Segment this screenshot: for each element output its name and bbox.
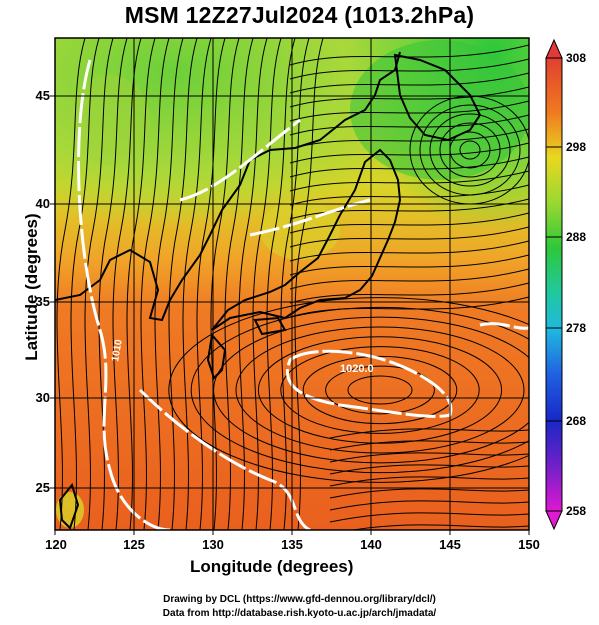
x-tick-145: 145 [439,537,461,552]
streamline [329,488,529,499]
contour-label-1010: 1010 [110,338,125,362]
x-tick-135: 135 [281,537,303,552]
map-title: MSM 12Z27Jul2024 (1013.2hPa) [124,2,475,28]
streamline [84,38,114,530]
colorbar-label-288: 288 [566,230,587,244]
streamline [289,100,529,122]
streamline [289,114,529,136]
streamline [213,316,529,464]
credit-dcl: Drawing by DCL (https://www.gfd-dennou.o… [163,594,436,605]
streamline [235,326,525,454]
streamline [289,170,529,192]
streamlines [56,38,529,530]
colorbar-label-298: 298 [566,140,587,154]
colorbar-label-308: 308 [566,51,587,65]
streamline [459,140,481,160]
streamline [409,95,529,205]
graticule [55,38,529,530]
streamline [196,38,226,530]
streamline [182,38,212,530]
streamline [329,464,529,475]
streamline [449,131,491,169]
streamline [329,428,529,439]
streamline [257,336,503,444]
streamline [429,113,511,187]
streamline [154,38,184,530]
streamline [289,86,529,108]
streamline [329,452,529,463]
contour-label-1020: 1020.0 [340,363,374,375]
streamline [289,142,529,164]
streamline [347,375,413,405]
streamline [289,128,529,150]
streamline [289,254,529,276]
streamline [224,38,254,530]
y-tick-45: 45 [35,88,50,103]
x-tick-150: 150 [518,537,540,552]
y-axis-label: Latitude (degrees) [22,213,41,361]
streamline [302,355,458,425]
colorbar-top-arrow [545,38,563,59]
streamline [289,226,529,248]
y-tick-30: 30 [35,390,50,405]
streamline [289,198,529,220]
credit-data-source: Data from http://database.rish.kyoto-u.a… [162,608,437,619]
y-tick-25: 25 [35,480,50,495]
streamline [349,524,529,530]
colorbar [545,57,563,512]
colorbar-bottom-arrow [545,510,563,531]
streamline [56,38,86,530]
streamline [289,282,529,304]
streamline [280,38,310,530]
y-tick-35: 35 [35,294,50,309]
colorbar-ticks [546,146,562,422]
streamline [329,440,529,451]
streamline [112,38,142,530]
streamline [419,104,521,196]
x-axis-label: Longitude (degrees) [190,557,354,576]
streamline [289,44,529,66]
y-tick-40: 40 [35,196,50,211]
colorbar-label-268: 268 [566,414,587,428]
streamline [280,346,480,434]
streamline [329,512,529,523]
streamline [190,306,529,474]
x-tick-130: 130 [202,537,224,552]
streamline [168,297,529,483]
streamline [289,184,529,206]
streamline [294,38,324,530]
x-tick-125: 125 [123,537,145,552]
streamline [238,38,268,530]
streamline [168,38,198,530]
tick-marks [50,95,530,535]
streamline [289,268,529,290]
streamline [210,38,240,530]
streamline [266,38,296,530]
colorbar-label-258: 258 [566,504,587,518]
streamline [70,38,100,530]
streamline [325,365,435,415]
streamline [289,156,529,178]
x-tick-140: 140 [360,537,382,552]
streamline [289,296,529,318]
streamline [289,72,529,94]
streamline [289,58,529,80]
streamline [289,212,529,234]
streamline [329,500,529,511]
x-tick-120: 120 [45,537,67,552]
streamline [252,38,282,530]
streamline [140,38,170,530]
streamline [439,122,501,178]
streamline [329,476,529,487]
streamline [289,240,529,262]
colorbar-label-278: 278 [566,321,587,335]
